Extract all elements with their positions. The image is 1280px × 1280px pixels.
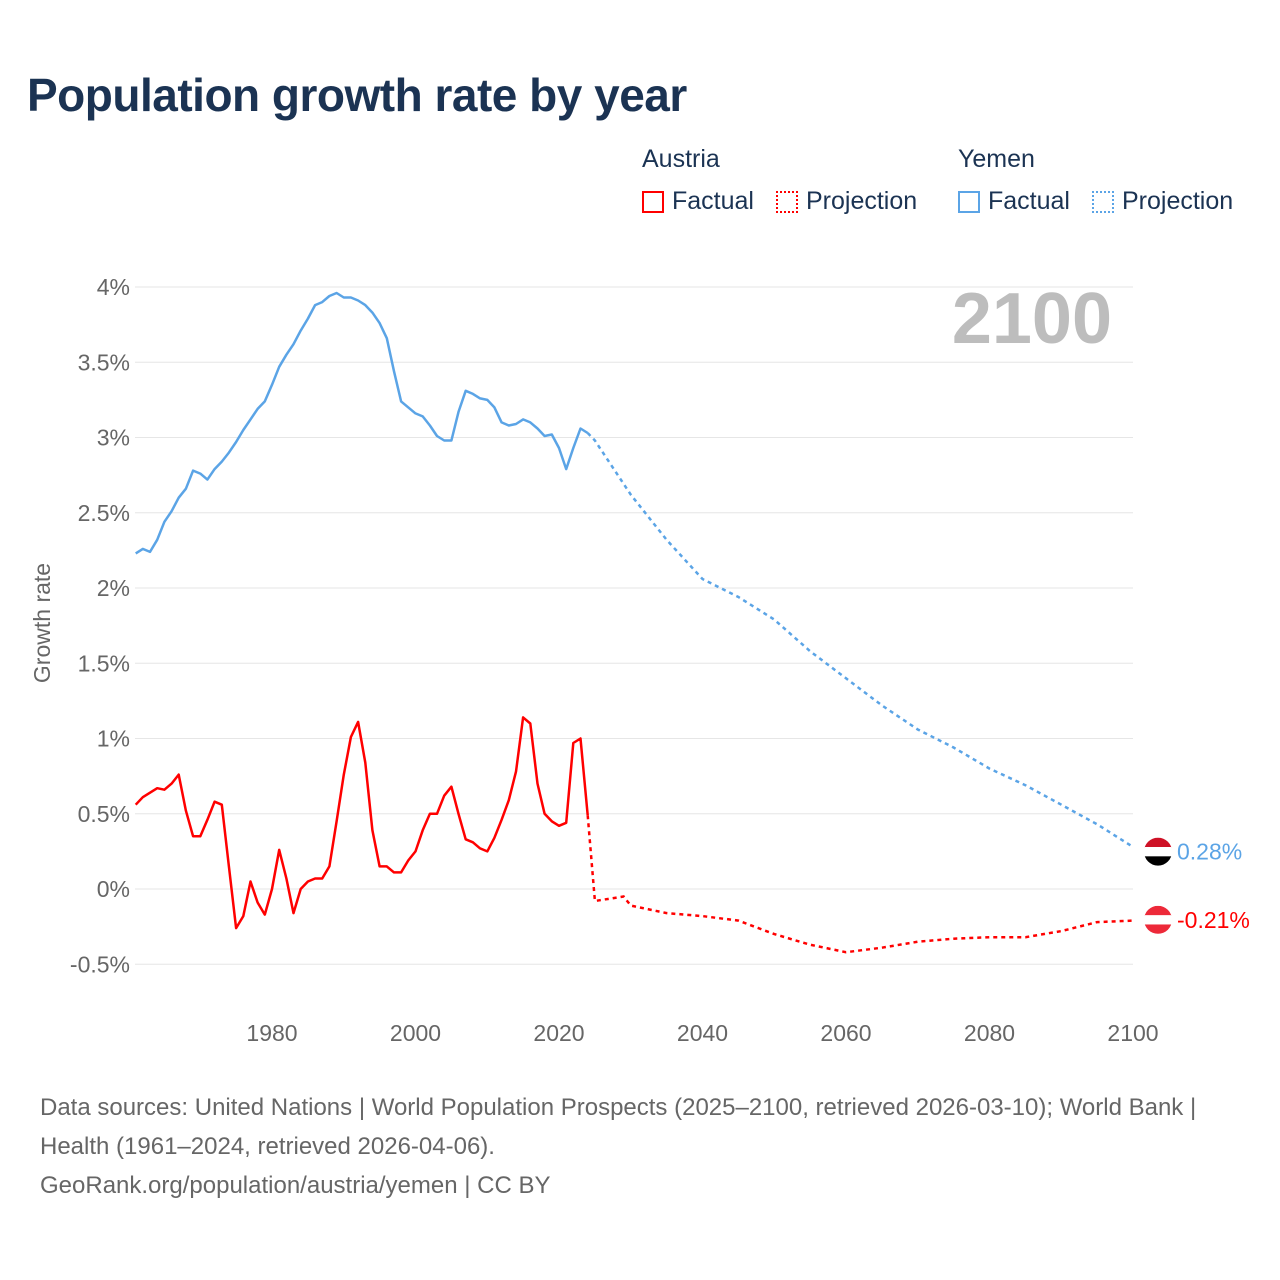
yemen-end-label: 0.28% — [1177, 839, 1242, 865]
legend-label: Projection — [806, 187, 918, 215]
x-tick-label: 2000 — [390, 1020, 441, 1046]
legend-swatch-solid — [958, 190, 980, 213]
x-tick-label: 2020 — [533, 1020, 584, 1046]
legend-swatch-solid — [642, 190, 664, 213]
y-axis-label: Growth rate — [29, 563, 55, 683]
legend-group-yemen: Yemen — [958, 145, 1035, 173]
data-sources: Data sources: United Nations | World Pop… — [40, 1094, 1197, 1160]
x-tick-label: 1980 — [246, 1020, 297, 1046]
y-tick-label: -0.5% — [70, 951, 130, 977]
x-tick-label: 2080 — [964, 1020, 1015, 1046]
legend-austria-factual[interactable]: Factual — [642, 187, 754, 216]
austria-factual-line — [134, 716, 589, 930]
y-tick-label: 4% — [97, 274, 130, 300]
legend-austria-projection[interactable]: Projection — [776, 187, 917, 216]
y-tick-label: 2% — [97, 575, 130, 601]
flag-stripe — [1144, 924, 1172, 934]
year-badge: 2100 — [952, 279, 1112, 359]
yemen-flag-icon — [1144, 837, 1172, 866]
flag-stripe — [1144, 915, 1172, 925]
yemen-projection-line — [586, 432, 1134, 848]
y-tick-label: 2.5% — [78, 500, 130, 526]
flag-stripe — [1144, 856, 1172, 866]
y-tick-label: 0% — [97, 876, 130, 902]
legend-label: Factual — [672, 187, 754, 215]
legend-yemen-projection[interactable]: Projection — [1092, 187, 1233, 216]
x-tick-label: 2040 — [677, 1020, 728, 1046]
austria-flag-icon — [1144, 905, 1172, 934]
flag-stripe — [1144, 905, 1172, 916]
x-tick-label: 2060 — [820, 1020, 871, 1046]
x-tick-label: 2100 — [1107, 1020, 1158, 1046]
austria-projection-line — [586, 815, 1134, 954]
legend-swatch-dotted — [776, 190, 798, 213]
y-tick-label: 1% — [97, 726, 130, 752]
chart-title: Population growth rate by year — [27, 69, 687, 121]
credit-link[interactable]: GeoRank.org/population/austria/yemen | C… — [40, 1172, 551, 1199]
legend-yemen-factual[interactable]: Factual — [958, 187, 1070, 216]
legend-label: Projection — [1122, 187, 1234, 215]
legend-swatch-dotted — [1092, 190, 1114, 213]
y-tick-label: 0.5% — [78, 801, 130, 827]
y-tick-label: 3.5% — [78, 349, 130, 375]
legend-group-austria: Austria — [642, 145, 720, 173]
legend-label: Factual — [988, 187, 1070, 215]
flag-stripe — [1144, 846, 1172, 857]
y-tick-label: 1.5% — [78, 650, 130, 676]
flag-stripe — [1144, 837, 1172, 848]
yemen-factual-line — [135, 291, 589, 555]
austria-end-label: -0.21% — [1177, 907, 1250, 933]
y-tick-label: 3% — [97, 425, 130, 451]
footer: Data sources: United Nations | World Pop… — [40, 1088, 1240, 1205]
